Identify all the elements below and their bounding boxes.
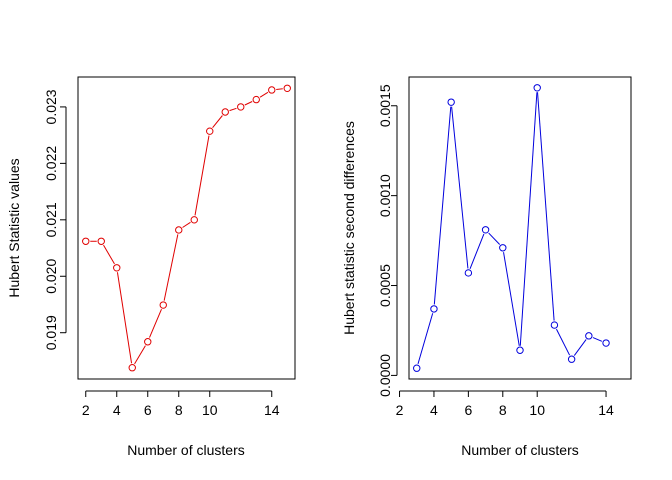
y-axis: 0.0000 0.0005 0.0010 0.0015 [377,84,398,397]
data-point [585,332,593,340]
data-point [252,95,260,104]
series-segment [149,309,162,338]
x-axis-title: Number of clusters [461,442,578,458]
series-segment [134,345,146,365]
series-group [413,84,610,372]
data-point [567,355,576,363]
x-axis: 2 4 6 8 10 14 [82,390,280,418]
series-segment [276,88,283,90]
data-point [550,321,559,329]
x-tick-label: 6 [464,402,472,418]
y-axis-title: Hubert statistic second differences [341,121,357,335]
series-segment [451,106,469,269]
data-point [430,305,438,313]
series-segment [212,115,223,129]
series-segment [103,244,115,265]
y-tick-label: 0.0005 [377,264,393,307]
series-segment [163,234,179,301]
series-segment [433,106,452,305]
series-segment [229,107,237,112]
data-point [602,339,610,347]
data-point [499,244,507,252]
x-axis-title: Number of clusters [127,442,244,458]
series-segment [194,135,210,216]
x-tick-label: 10 [202,402,218,418]
x-tick-label: 8 [175,402,183,418]
series-segment [537,92,555,321]
x-tick-label: 4 [113,402,121,418]
y-tick-label: 0.0010 [377,174,393,217]
series-segment [573,339,587,356]
second-differences-panel: 2 4 6 8 10 14 0.0000 0.0005 0.0010 0.0015 Number… [341,76,632,458]
series-segment [469,233,485,269]
series-segment [503,252,520,346]
data-point [144,338,152,346]
x-axis: 2 4 6 8 10 14 [396,390,614,418]
y-tick-label: 0.019 [43,315,59,350]
series-segment [555,328,571,356]
x-tick-label: 14 [598,402,614,418]
data-point [516,346,524,354]
y-tick-label: 0.0015 [377,84,393,127]
series-segment [182,221,191,228]
x-tick-label: 10 [529,402,545,418]
x-tick-label: 14 [264,402,280,418]
y-axis-title: Hubert Statistic values [6,158,22,297]
data-point [283,84,291,92]
series-segment [519,92,538,346]
data-point [221,108,229,116]
plot-box [77,76,296,380]
series-segment [488,232,501,245]
data-point [175,226,183,234]
hubert-statistic-panel: 2 4 6 8 10 14 0.019 0.020 0.021 0.022 0.023 Numbe… [6,76,296,458]
x-tick-label: 2 [396,402,404,418]
data-point [237,103,245,111]
series-segment [116,272,133,364]
series-segment [417,313,434,365]
series-segment [592,337,603,342]
data-point [481,226,490,234]
y-tick-label: 0.020 [43,259,59,294]
x-tick-label: 4 [430,402,438,418]
y-axis: 0.019 0.020 0.021 0.022 0.023 [43,89,67,350]
data-point [97,237,105,245]
data-point [113,264,121,272]
y-tick-label: 0.0000 [377,354,393,397]
data-point [190,216,198,224]
data-point [268,86,276,94]
data-point [128,364,136,372]
data-point [464,269,473,277]
y-tick-label: 0.022 [43,146,59,181]
series-segment [259,91,269,98]
data-point [447,98,455,106]
x-tick-label: 2 [82,402,90,418]
y-tick-label: 0.023 [43,89,59,124]
data-point [82,237,90,245]
data-point [159,301,167,309]
plot-box [408,76,632,380]
series-group [82,84,291,372]
series-segment [244,101,253,106]
x-tick-label: 6 [144,402,152,418]
data-point [206,127,214,135]
data-point [413,364,421,372]
data-point [533,84,541,92]
y-tick-label: 0.021 [43,202,59,237]
x-tick-label: 8 [499,402,507,418]
